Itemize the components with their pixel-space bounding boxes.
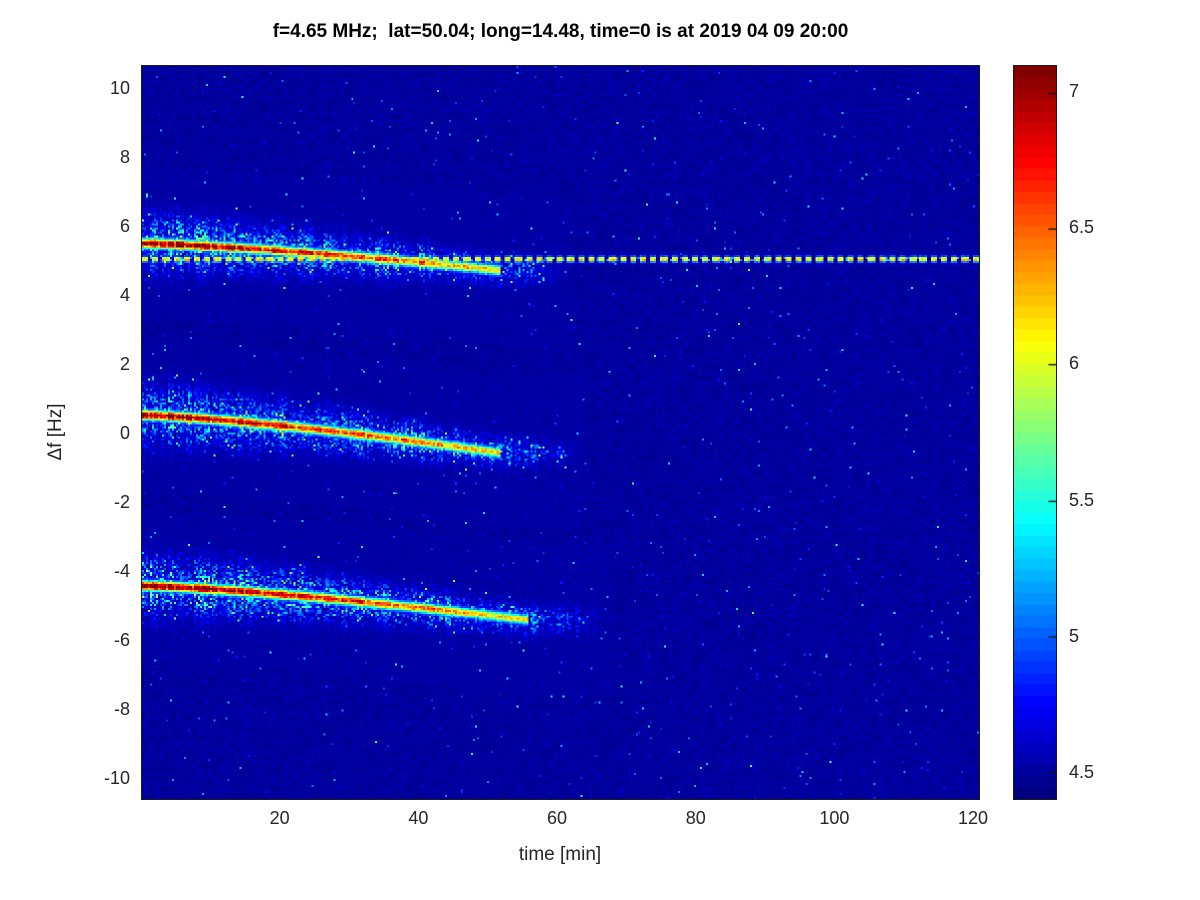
y-tick-label: -4	[113, 561, 130, 582]
x-tick-label: 20	[269, 808, 290, 828]
y-tick-label: 6	[119, 216, 130, 237]
x-tick-label: 40	[408, 808, 429, 828]
y-tick-label: -8	[113, 699, 130, 720]
x-tick-label: 60	[547, 808, 568, 828]
x-tick-label: 120	[958, 808, 989, 828]
x-axis-label: time [min]	[518, 844, 602, 865]
spectrogram-plot	[141, 65, 980, 800]
y-tick-label: 10	[109, 78, 130, 99]
chart-title: f=4.65 MHz; lat=50.04; long=14.48, time=…	[272, 21, 849, 42]
x-tick-label: 100	[819, 808, 850, 828]
colorbar-tick-label: 5	[1069, 625, 1080, 646]
colorbar-tick-label: 6	[1069, 353, 1080, 374]
colorbar-tick-label: 4.5	[1069, 761, 1095, 782]
colorbar-tick-label: 7	[1069, 81, 1080, 102]
x-tick-label: 80	[685, 808, 706, 828]
y-tick-label: -2	[113, 492, 130, 513]
y-tick-label: 0	[119, 423, 130, 444]
colorbar-tick-label: 5.5	[1069, 489, 1095, 510]
y-tick-label: 2	[119, 354, 130, 375]
colorbar-tick-label: 6.5	[1069, 217, 1095, 238]
y-tick-label: 4	[119, 285, 130, 306]
y-tick-label: -10	[103, 768, 130, 789]
y-tick-label: -6	[113, 630, 130, 651]
colorbar	[1013, 65, 1057, 800]
y-tick-label: 8	[119, 147, 130, 168]
